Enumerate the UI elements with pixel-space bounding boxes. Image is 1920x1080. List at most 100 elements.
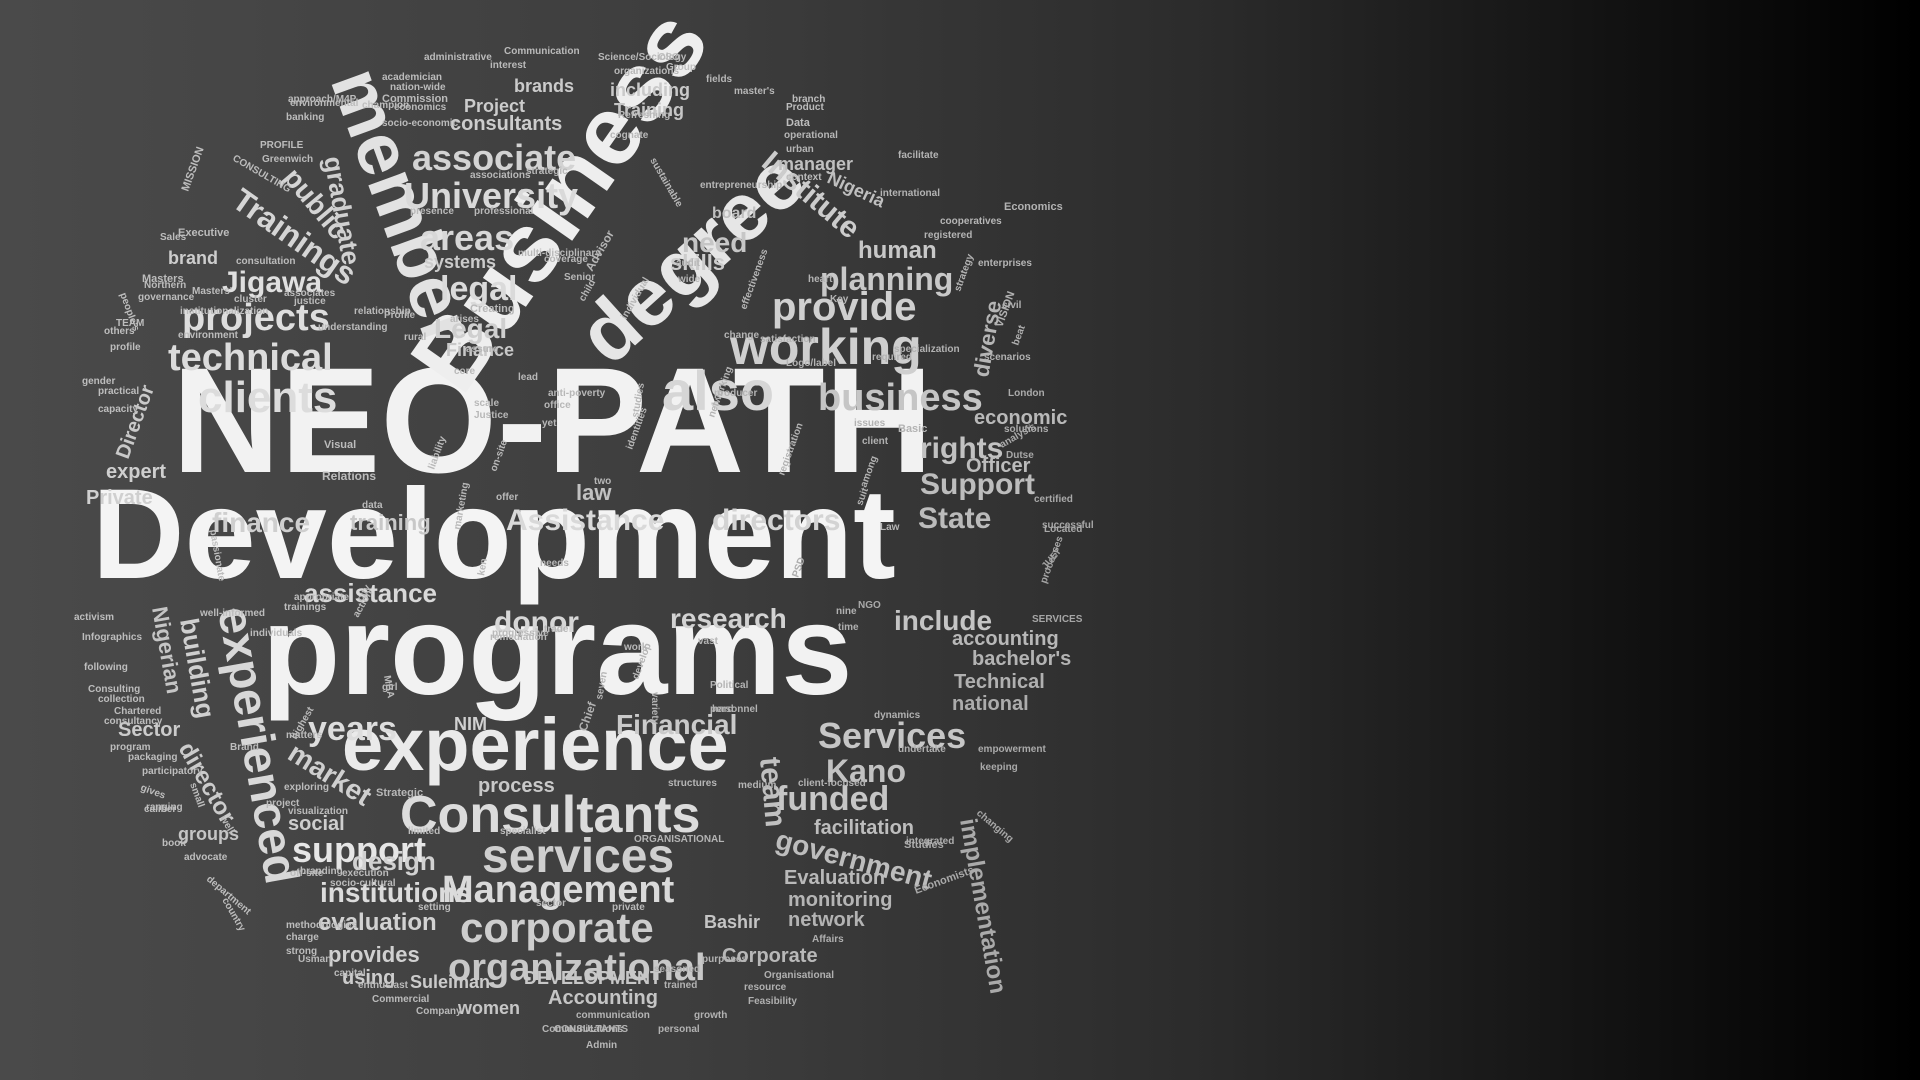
cloud-word: Creating — [470, 303, 515, 315]
cloud-word: State — [918, 502, 991, 535]
cloud-word: personal — [658, 1024, 700, 1035]
cloud-word: MBA — [381, 675, 396, 699]
cloud-word: Evaluation — [784, 867, 885, 889]
cloud-word: design — [352, 846, 436, 876]
cloud-word: specialist — [500, 826, 546, 837]
cloud-word: solutions — [1004, 424, 1049, 435]
cloud-word: context — [786, 172, 822, 183]
cloud-word: including — [610, 80, 690, 100]
cloud-word: work — [623, 642, 648, 653]
cloud-word: understanding — [318, 322, 387, 333]
cloud-word: Relations — [322, 469, 376, 483]
cloud-word: urban — [786, 144, 814, 155]
cloud-word: projects — [182, 297, 330, 339]
cloud-word: Commercial — [372, 994, 429, 1005]
cloud-word: Northern — [144, 280, 186, 291]
cloud-word: interest — [490, 60, 527, 71]
cloud-word: rural — [404, 332, 426, 343]
cloud-word: Data — [786, 117, 811, 129]
cloud-word: undertake — [898, 744, 946, 755]
cloud-word: caliber — [144, 804, 176, 815]
cloud-word: scale — [474, 398, 499, 409]
cloud-word: Financial — [616, 709, 737, 740]
cloud-word: experience — [342, 703, 729, 786]
cloud-word: vast — [698, 636, 719, 647]
cloud-word: entrepreneurship — [700, 180, 782, 191]
cloud-word: assure — [466, 344, 499, 355]
cloud-word: Feasibility — [748, 996, 797, 1007]
cloud-word: support — [292, 829, 426, 870]
cloud-word: operational — [784, 130, 838, 141]
cloud-word: branding — [300, 866, 343, 877]
cloud-word: master's — [734, 86, 775, 97]
cloud-word: keeping — [980, 762, 1018, 773]
cloud-word: need — [682, 227, 747, 258]
cloud-word: provide — [772, 285, 916, 329]
cloud-word: years — [308, 710, 397, 748]
cloud-word: London — [1008, 388, 1045, 399]
cloud-word: provides — [328, 942, 420, 967]
cloud-word: collection — [98, 694, 145, 705]
cloud-word: civil — [1002, 300, 1022, 311]
cloud-word: using — [342, 967, 395, 989]
cloud-word: Kano — [826, 753, 906, 789]
cloud-word: resource — [744, 982, 787, 993]
cloud-word: heart — [808, 274, 833, 285]
cloud-word: rights — [920, 432, 1003, 465]
cloud-word: branch — [792, 94, 825, 105]
cloud-word: Consultants — [400, 786, 700, 844]
cloud-word: communication — [576, 1010, 650, 1021]
cloud-word: socio-economic — [382, 118, 459, 129]
cloud-word: activism — [74, 612, 114, 623]
cloud-word: Consulting — [88, 684, 140, 695]
cloud-word: Technical — [954, 671, 1045, 693]
cloud-word: NEO-PATH — [172, 336, 933, 504]
cloud-word: strong — [286, 946, 317, 957]
cloud-word: Organisational — [764, 970, 834, 981]
cloud-word: methodologies — [286, 920, 358, 931]
cloud-word: successful — [1042, 520, 1094, 531]
cloud-word: Sales — [160, 232, 187, 243]
cloud-word: Communication — [504, 46, 580, 57]
cloud-word: yet — [542, 418, 557, 429]
cloud-word: seasoned — [654, 964, 700, 975]
cloud-word: advocate — [184, 852, 228, 863]
cloud-word: enthusiast — [358, 980, 409, 991]
cloud-word: Affairs — [812, 934, 844, 945]
cloud-word: seven — [594, 671, 610, 701]
cloud-word: others — [104, 326, 135, 337]
cloud-word: sector — [536, 898, 566, 909]
cloud-word: implementation — [954, 816, 1011, 995]
cloud-word: Executive — [178, 227, 229, 239]
cloud-word: facilitation — [814, 817, 914, 839]
cloud-word: coverage — [544, 254, 588, 265]
cloud-word: training — [350, 510, 431, 535]
cloud-word: Legal — [434, 313, 507, 344]
cloud-word: cluster — [234, 294, 267, 305]
cloud-word: human — [858, 237, 937, 264]
cloud-word: NIM — [454, 714, 487, 734]
cloud-word: international — [880, 188, 940, 199]
cloud-word: matters — [286, 730, 323, 741]
cloud-word: Product — [786, 102, 824, 113]
cloud-word: Studies — [904, 839, 944, 851]
cloud-word: Private — [86, 487, 153, 509]
cloud-word: anti-poverty — [548, 388, 606, 399]
cloud-word: expert — [106, 461, 166, 483]
cloud-word: consultants — [450, 113, 562, 135]
cloud-word: purposes — [702, 954, 747, 965]
cloud-word: Jigawa — [222, 266, 322, 299]
cloud-word: team — [753, 756, 792, 829]
cloud-word: trained — [664, 980, 697, 991]
cloud-word: programs — [262, 579, 852, 722]
cloud-word: cognate — [610, 130, 649, 141]
cloud-word: Assistance — [506, 504, 664, 537]
cloud-word: packaging — [128, 752, 177, 763]
cloud-word: variety — [649, 692, 660, 725]
cloud-word: business — [818, 377, 983, 419]
cloud-word: strategic — [526, 166, 568, 177]
cloud-word: environment — [178, 330, 239, 341]
cloud-word: progressive — [492, 628, 549, 639]
cloud-word: enterprises — [978, 258, 1032, 269]
cloud-word: Masters' — [192, 286, 232, 297]
